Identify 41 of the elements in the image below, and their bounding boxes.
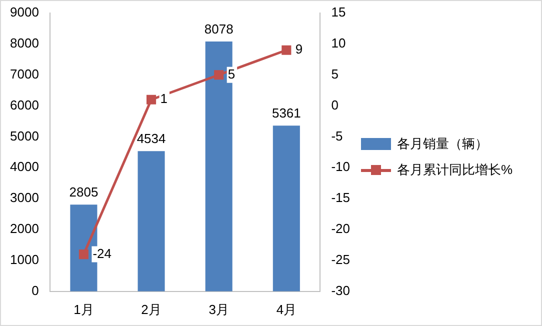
y-tick-label: 2000 xyxy=(10,221,39,236)
y-tick-label: 7000 xyxy=(10,66,39,82)
y2-tick-label: 5 xyxy=(331,66,338,82)
y2-tick-label: 0 xyxy=(331,97,338,112)
y2-tick-label: -25 xyxy=(331,252,350,268)
x-tick-label: 3月 xyxy=(208,302,229,317)
data-label: 8078 xyxy=(204,22,234,37)
y-tick-label: 0 xyxy=(32,282,39,298)
y2-tick-label: -30 xyxy=(331,282,350,298)
y2-tick-label: 10 xyxy=(331,36,346,51)
y-tick-label: 5000 xyxy=(10,128,39,144)
data-label: 9 xyxy=(295,42,303,57)
data-label: 4534 xyxy=(136,131,166,146)
bar xyxy=(272,126,300,292)
x-tick-label: 4月 xyxy=(276,302,297,317)
data-label: 2805 xyxy=(69,184,98,200)
y2-tick-label: -15 xyxy=(331,190,350,206)
data-label: 5 xyxy=(228,66,236,82)
x-tick-label: 1月 xyxy=(74,302,94,317)
y-tick-label: 4000 xyxy=(10,159,39,174)
legend-label: 各月累计同比增长% xyxy=(397,161,513,179)
y-tick-label: 8000 xyxy=(10,36,39,51)
point xyxy=(146,94,156,104)
y-tick-label: 9000 xyxy=(10,4,39,20)
point xyxy=(282,45,292,55)
y2-tick-label: -5 xyxy=(331,128,343,144)
y-tick-label: 6000 xyxy=(10,97,39,112)
bar xyxy=(138,151,165,292)
x-tick-label: 2月 xyxy=(141,302,162,317)
y2-tick-label: -10 xyxy=(331,159,350,174)
data-label: 1 xyxy=(160,91,168,106)
y-tick-label: 3000 xyxy=(10,190,39,206)
legend-label: 各月销量（辆） xyxy=(397,135,488,153)
data-label: 5361 xyxy=(272,106,301,121)
point xyxy=(78,249,88,260)
data-label: -24 xyxy=(92,246,112,261)
y2-tick-label: 15 xyxy=(331,4,346,20)
y2-tick-label: -20 xyxy=(331,221,350,236)
bar xyxy=(205,42,232,292)
point xyxy=(214,70,224,80)
y-tick-label: 1000 xyxy=(10,252,39,268)
